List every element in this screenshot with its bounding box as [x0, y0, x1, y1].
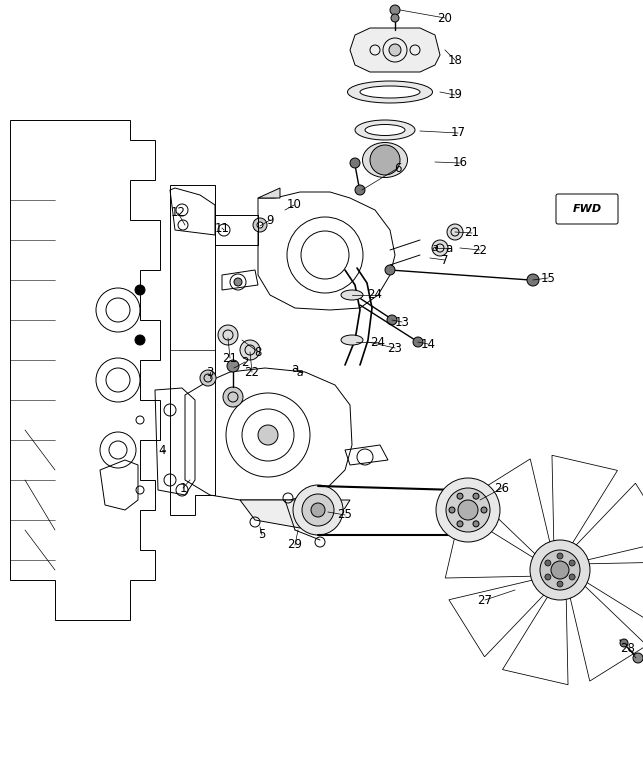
Polygon shape: [240, 500, 350, 528]
Text: 2: 2: [241, 356, 249, 368]
Circle shape: [527, 274, 539, 286]
Circle shape: [253, 218, 267, 232]
Text: 21: 21: [464, 227, 480, 240]
Text: 1: 1: [179, 481, 186, 494]
Text: 9: 9: [266, 214, 274, 227]
Text: 19: 19: [448, 89, 462, 102]
Circle shape: [620, 639, 628, 647]
Text: 26: 26: [494, 481, 509, 494]
Text: a: a: [431, 243, 439, 253]
Circle shape: [218, 325, 238, 345]
Circle shape: [633, 653, 643, 663]
Circle shape: [258, 425, 278, 445]
Text: 7: 7: [441, 253, 449, 267]
Text: 10: 10: [287, 199, 302, 211]
Circle shape: [390, 5, 400, 15]
Circle shape: [457, 493, 463, 500]
Text: 29: 29: [287, 538, 302, 552]
Text: 12: 12: [170, 206, 185, 220]
Text: 15: 15: [541, 271, 556, 284]
Circle shape: [481, 507, 487, 513]
Text: 11: 11: [215, 221, 230, 234]
Text: 28: 28: [620, 641, 635, 654]
Circle shape: [473, 521, 479, 527]
Text: a: a: [446, 242, 453, 255]
Circle shape: [449, 507, 455, 513]
Circle shape: [135, 335, 145, 345]
Circle shape: [473, 493, 479, 500]
Circle shape: [557, 553, 563, 559]
Text: 3: 3: [206, 365, 213, 378]
Ellipse shape: [355, 120, 415, 140]
Text: 16: 16: [453, 156, 467, 170]
Circle shape: [545, 560, 551, 566]
Circle shape: [446, 488, 490, 532]
Text: 14: 14: [421, 337, 435, 350]
Circle shape: [387, 315, 397, 325]
Circle shape: [457, 521, 463, 527]
Text: 25: 25: [338, 509, 352, 522]
Circle shape: [436, 478, 500, 542]
Text: 17: 17: [451, 127, 466, 139]
Circle shape: [432, 240, 448, 256]
Circle shape: [569, 574, 575, 580]
Text: 5: 5: [258, 528, 266, 541]
Polygon shape: [350, 28, 440, 72]
Circle shape: [545, 574, 551, 580]
Circle shape: [551, 561, 569, 579]
Circle shape: [240, 340, 260, 360]
Text: 24: 24: [368, 289, 383, 302]
Ellipse shape: [341, 290, 363, 300]
Text: 18: 18: [448, 54, 462, 67]
Polygon shape: [258, 188, 280, 198]
Circle shape: [530, 540, 590, 600]
Circle shape: [413, 337, 423, 347]
Text: 6: 6: [394, 161, 402, 174]
Circle shape: [370, 145, 400, 175]
Circle shape: [389, 44, 401, 56]
Ellipse shape: [341, 335, 363, 345]
Ellipse shape: [347, 81, 433, 103]
Text: 4: 4: [158, 443, 166, 456]
Circle shape: [135, 285, 145, 295]
Ellipse shape: [363, 143, 408, 177]
Text: 22: 22: [244, 365, 260, 378]
Circle shape: [223, 387, 243, 407]
Text: 20: 20: [438, 11, 453, 24]
Text: 13: 13: [395, 315, 410, 328]
Text: 8: 8: [255, 346, 262, 359]
Circle shape: [391, 14, 399, 22]
Text: FWD: FWD: [572, 204, 602, 214]
Circle shape: [311, 503, 325, 517]
Text: a: a: [296, 368, 303, 378]
Text: 22: 22: [473, 243, 487, 256]
Circle shape: [385, 265, 395, 275]
Circle shape: [350, 158, 360, 168]
Circle shape: [569, 560, 575, 566]
Circle shape: [227, 360, 239, 372]
Ellipse shape: [365, 124, 405, 136]
Text: 23: 23: [388, 342, 403, 355]
Circle shape: [540, 550, 580, 590]
Text: 21: 21: [222, 352, 237, 365]
Circle shape: [293, 485, 343, 535]
Text: 24: 24: [370, 336, 386, 349]
Circle shape: [355, 185, 365, 195]
Circle shape: [200, 370, 216, 386]
Circle shape: [447, 224, 463, 240]
Text: 27: 27: [478, 594, 493, 606]
Ellipse shape: [360, 86, 420, 98]
Circle shape: [257, 222, 263, 228]
Circle shape: [458, 500, 478, 520]
Circle shape: [302, 494, 334, 526]
Circle shape: [557, 581, 563, 587]
Text: a: a: [291, 362, 298, 374]
Circle shape: [234, 278, 242, 286]
FancyBboxPatch shape: [556, 194, 618, 224]
